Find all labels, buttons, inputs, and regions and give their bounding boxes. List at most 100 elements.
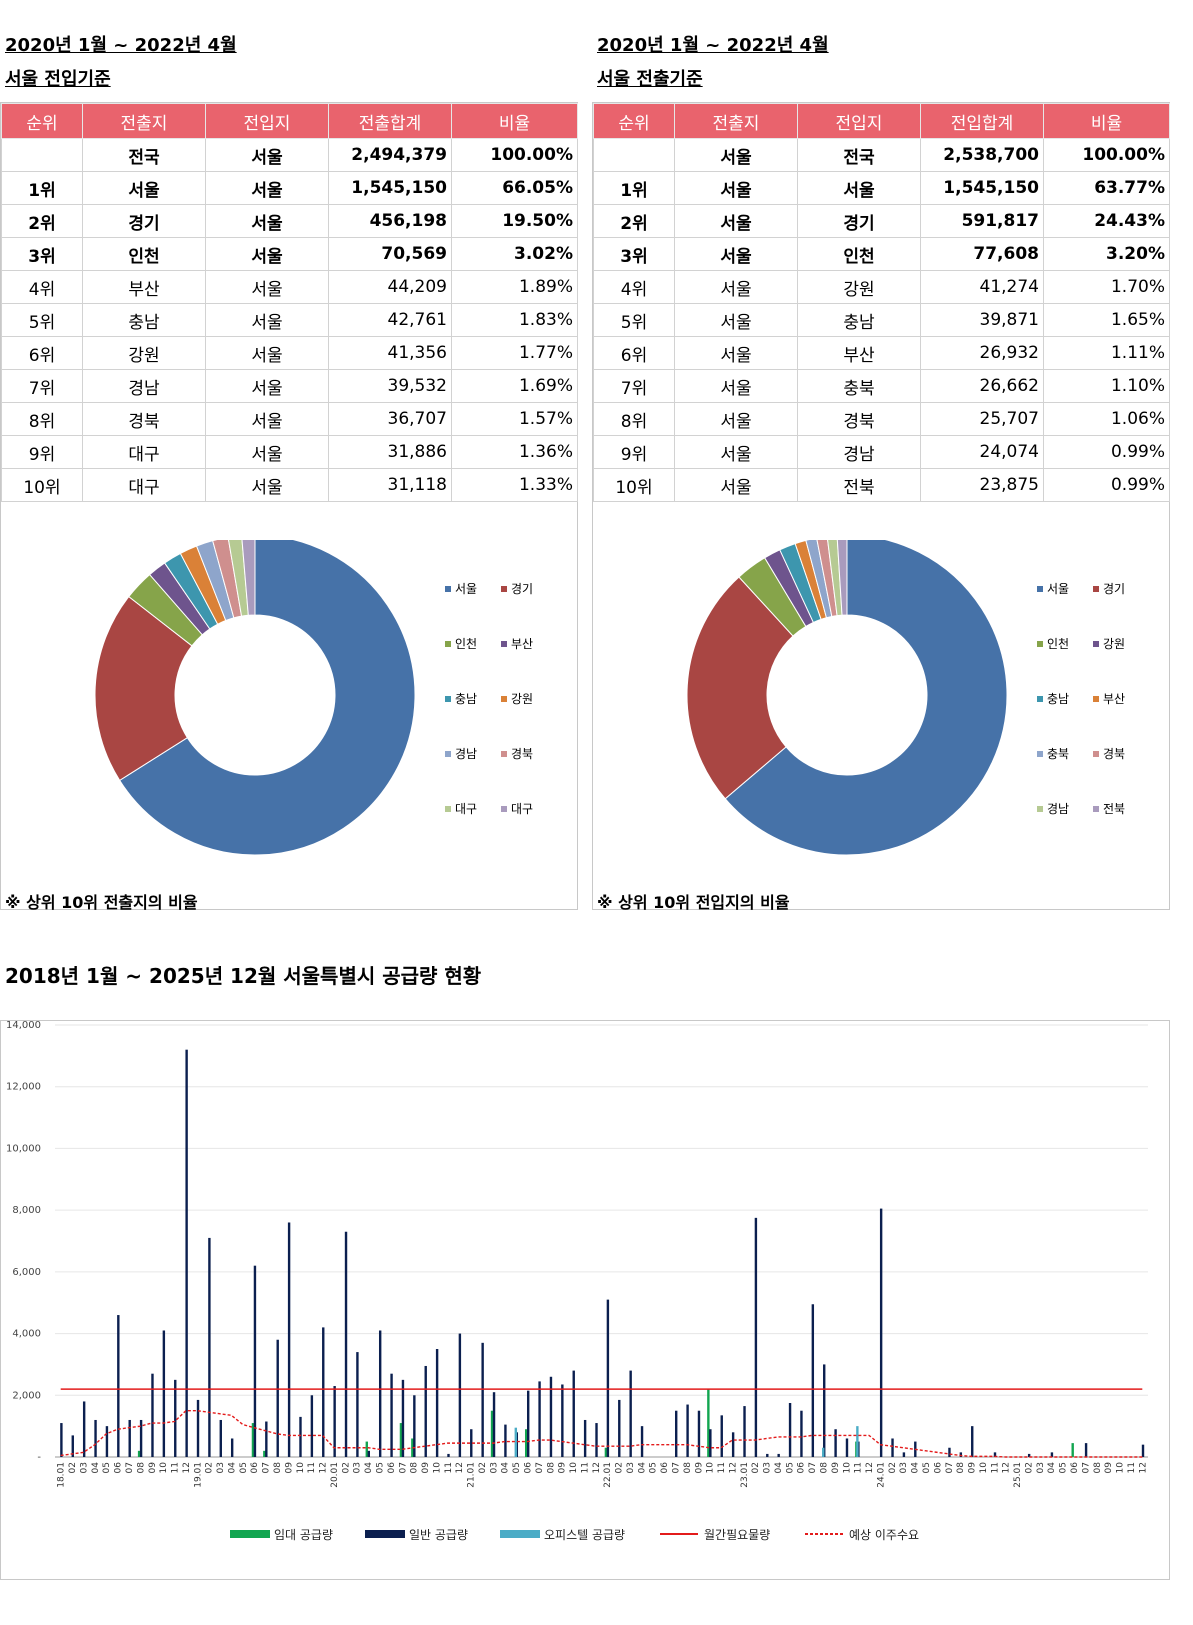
bar: [390, 1373, 393, 1457]
legend-label: 대구: [511, 802, 534, 816]
bar: [139, 1419, 143, 1457]
legend-label: 경기: [1103, 582, 1126, 596]
legend-item: 강원: [1093, 635, 1125, 652]
x-tick-label: 07: [535, 1462, 545, 1473]
bar: [709, 1429, 712, 1457]
table-cell: 23,875: [920, 468, 1044, 502]
table-cell: 1.10%: [1043, 369, 1170, 403]
left-donut-legend: 서울 경기 인천 부산 충남 강원 경남 경북 대구 대구: [445, 580, 565, 830]
table-header-cell: 전출지: [82, 103, 206, 139]
table-cell: 2,538,700: [920, 138, 1044, 172]
y-tick-label: 10,000: [6, 1143, 41, 1154]
table-cell: 서울: [674, 336, 798, 370]
table-cell: 5위: [1, 303, 83, 337]
legend-label: 인천: [455, 637, 478, 651]
supply-chart-panel: [0, 1020, 1170, 1580]
bar: [490, 1410, 494, 1457]
table-cell: 4위: [593, 270, 675, 304]
table-cell: 7위: [593, 369, 675, 403]
bar: [174, 1379, 177, 1457]
table-header-cell: 비율: [1043, 103, 1170, 139]
y-tick-label: 12,000: [6, 1082, 41, 1093]
table-cell: 서울: [205, 270, 329, 304]
legend-swatch: [1037, 750, 1043, 757]
x-tick-label: 10: [979, 1462, 989, 1474]
x-tick-label: 12: [865, 1462, 875, 1473]
table-cell: 6위: [593, 336, 675, 370]
x-tick-label: 05: [512, 1462, 522, 1473]
bar: [561, 1384, 564, 1457]
table-header-cell: 순위: [1, 103, 83, 139]
x-tick-label: 08: [546, 1462, 556, 1474]
legend-swatch: [1037, 805, 1043, 812]
supply-chart-title: 2018년 1월 ~ 2025년 12월 서울특별시 공급량 현황: [5, 964, 482, 988]
bar: [196, 1399, 200, 1457]
table-row: 4위 서울 강원 41,274 1.70%: [593, 270, 1170, 304]
bar: [1050, 1452, 1054, 1457]
y-tick-label: 6,000: [12, 1267, 41, 1278]
bar: [378, 1330, 382, 1457]
x-tick-label: 12: [455, 1462, 465, 1473]
legend-swatch: [501, 585, 507, 592]
bar: [524, 1429, 528, 1457]
legend-label: 강원: [511, 692, 534, 706]
legend-swatch: [445, 750, 451, 757]
bar: [287, 1222, 291, 1457]
x-tick-label: 02: [888, 1462, 898, 1473]
table-cell: 서울: [205, 237, 329, 271]
table-header-cell: 전출합계: [328, 103, 452, 139]
donut-slice: [724, 540, 1008, 856]
bar: [310, 1395, 314, 1457]
x-tick-label: 06: [114, 1462, 124, 1474]
x-tick-label: 12: [182, 1462, 192, 1473]
table-row: 7위 경남 서울 39,532 1.69%: [1, 369, 578, 403]
legend-label: 서울: [455, 582, 478, 596]
x-tick-label: 11: [580, 1462, 590, 1473]
right-basis-title: 서울 전출기준: [597, 69, 703, 90]
legend-swatch: [501, 750, 507, 757]
table-cell: 9위: [1, 435, 83, 469]
legend-item: 경남: [1037, 800, 1069, 817]
x-tick-label: 18.01: [57, 1462, 67, 1488]
bar: [151, 1373, 154, 1457]
table-cell: 2,494,379: [328, 138, 452, 172]
x-tick-label: 02: [205, 1462, 215, 1473]
bar: [754, 1217, 758, 1457]
x-tick-label: 04: [637, 1462, 647, 1474]
table-cell: 1.57%: [451, 402, 578, 436]
table-cell: 26,662: [920, 369, 1044, 403]
x-tick-label: 10: [432, 1462, 442, 1474]
bar: [595, 1423, 598, 1457]
table-cell: 경북: [82, 402, 206, 436]
x-tick-label: 09: [148, 1462, 158, 1474]
bar: [94, 1419, 97, 1457]
bar: [481, 1342, 484, 1457]
bar: [447, 1453, 450, 1457]
table-header-cell: 전입지: [205, 103, 329, 139]
donut-slice: [836, 540, 848, 616]
legend-label: 인천: [1047, 637, 1070, 651]
table-cell: [1, 138, 83, 172]
bar: [959, 1452, 963, 1457]
bar: [697, 1410, 701, 1457]
x-tick-label: 03: [899, 1462, 909, 1473]
legend-item: 대구: [445, 800, 477, 817]
x-tick-label: 08: [410, 1462, 420, 1474]
table-cell: 1.33%: [451, 468, 578, 502]
table-cell: 인천: [82, 237, 206, 271]
x-tick-label: 03: [626, 1462, 636, 1473]
table-cell: 서울: [205, 468, 329, 502]
table-cell: 2위: [1, 204, 83, 238]
table-cell: 1.77%: [451, 336, 578, 370]
bar: [322, 1327, 325, 1457]
table-cell: 전북: [797, 468, 921, 502]
x-tick-label: 12: [592, 1462, 602, 1473]
bar: [572, 1370, 575, 1457]
bar: [470, 1429, 473, 1457]
x-tick-label: 05: [649, 1462, 659, 1473]
table-cell: 충남: [82, 303, 206, 337]
y-tick-label: 2,000: [12, 1390, 41, 1401]
bar: [526, 1390, 530, 1457]
bar: [413, 1395, 416, 1457]
legend-label: 전북: [1103, 802, 1126, 816]
